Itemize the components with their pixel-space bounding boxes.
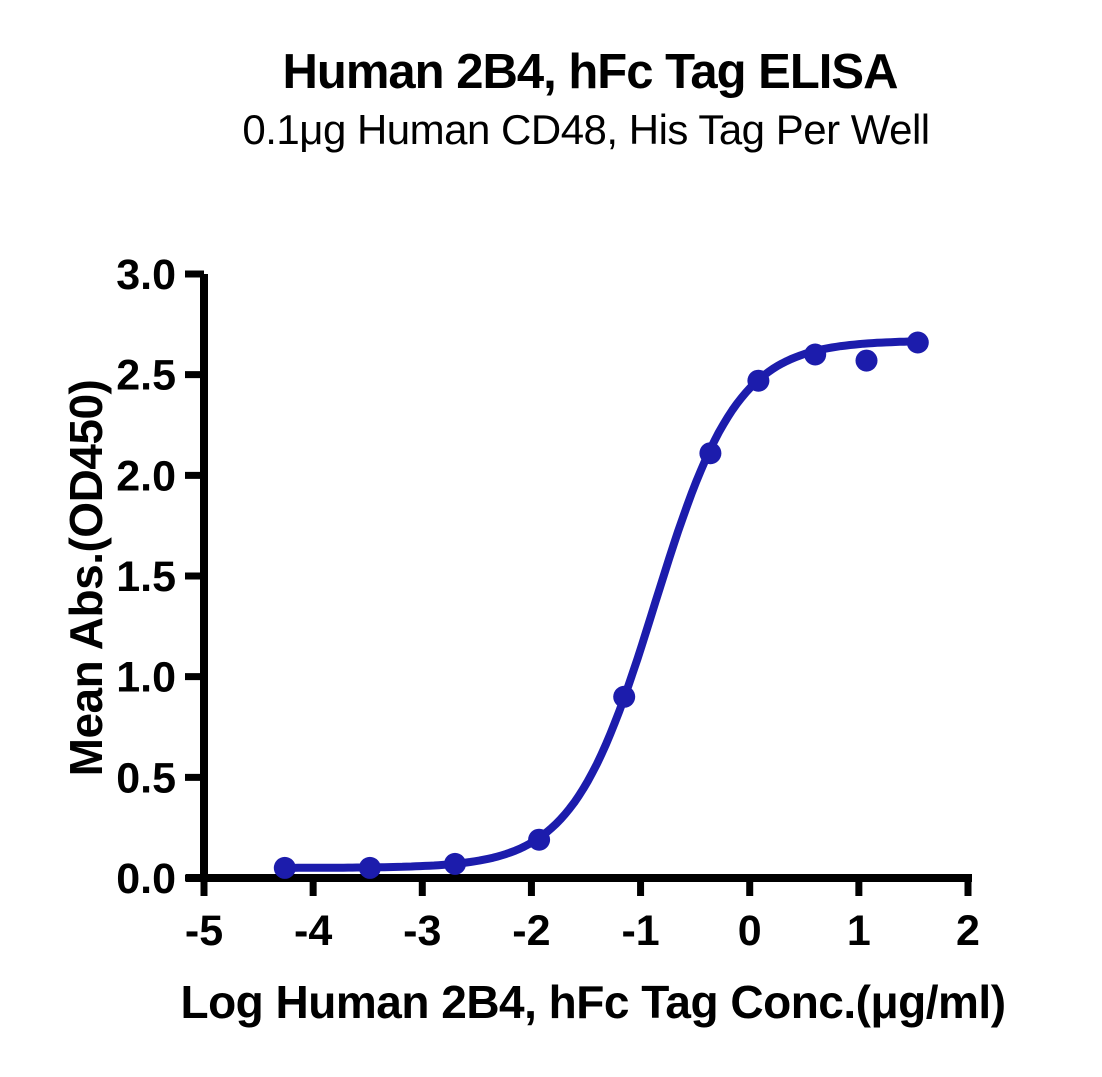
- data-point: [358, 856, 381, 879]
- data-point: [613, 685, 636, 708]
- y-tick-label: 1.0: [116, 654, 176, 702]
- x-tick-label: -5: [185, 907, 223, 955]
- x-tick-label: -2: [512, 907, 550, 955]
- fit-curve: [280, 337, 922, 872]
- x-tick-label: -1: [621, 907, 659, 955]
- x-tick-label: 2: [956, 907, 980, 955]
- data-point: [528, 828, 551, 851]
- x-tick-label: 1: [847, 907, 871, 955]
- y-tick-label: 0.5: [116, 754, 176, 802]
- x-tick-label: -3: [403, 907, 441, 955]
- y-tick-label: 2.5: [116, 352, 176, 400]
- y-tick-label: 2.0: [116, 452, 176, 500]
- data-point: [804, 343, 827, 366]
- data-point: [747, 369, 770, 392]
- chart-title: Human 2B4, hFc Tag ELISA: [282, 45, 899, 99]
- y-tick-label: 0.0: [116, 855, 176, 903]
- y-tick-label: 3.0: [116, 251, 176, 299]
- y-tick-label: 1.5: [116, 553, 176, 601]
- data-point: [273, 856, 296, 879]
- x-tick-label: 0: [738, 907, 762, 955]
- chart-subtitle: 0.1μg Human CD48, His Tag Per Well: [242, 106, 930, 153]
- x-tick-label: -4: [294, 907, 332, 955]
- data-point: [699, 442, 722, 465]
- data-point: [855, 349, 878, 372]
- x-axis-title: Log Human 2B4, hFc Tag Conc.(μg/ml): [180, 976, 1006, 1028]
- data-point: [444, 852, 466, 875]
- data-point: [906, 331, 929, 354]
